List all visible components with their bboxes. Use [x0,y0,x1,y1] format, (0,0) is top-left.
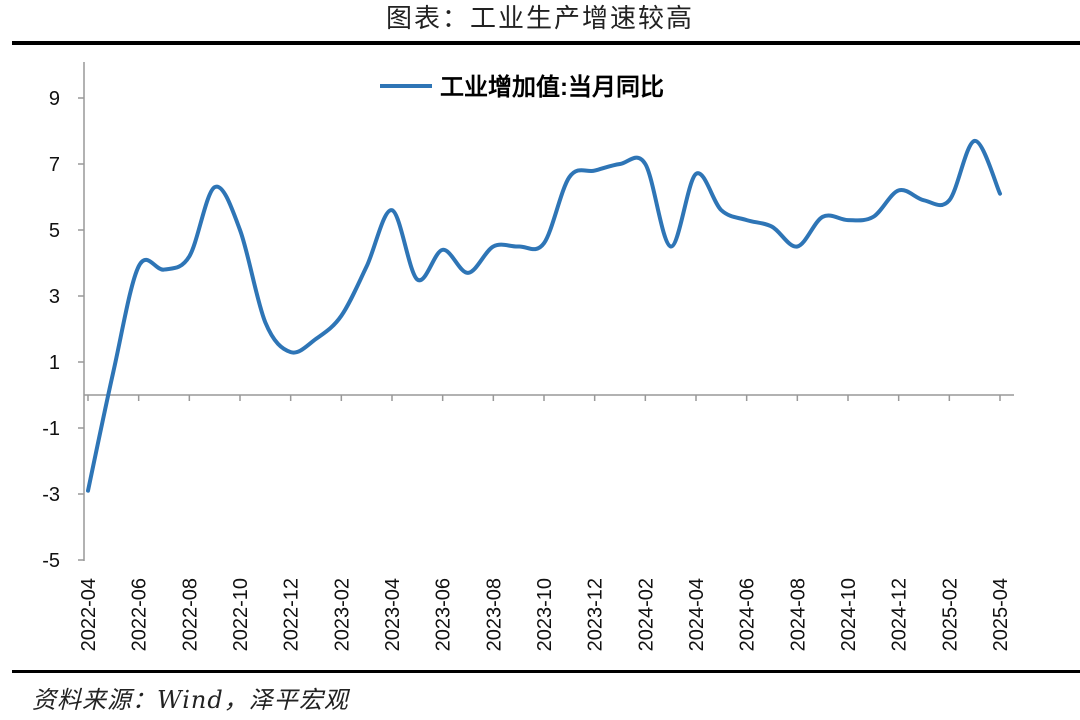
y-axis-ticks: 9 7 5 3 1 -1 -3 -5 [42,88,84,572]
x-tick-label: 2024-08 [787,578,809,651]
x-tick-label: 2024-12 [889,578,911,651]
y-tick-label: -3 [42,484,60,506]
x-tick-label: 2023-04 [382,578,404,651]
series-line-industrial-value-added [86,138,1002,493]
top-rule [12,41,1080,45]
bottom-rule [12,670,1080,673]
legend-label: 工业增加值:当月同比 [440,73,664,101]
x-tick-label: 2024-02 [635,578,657,651]
y-tick-label: 1 [49,352,60,374]
x-tick-label: 2025-02 [939,578,961,651]
y-tick-label: 7 [49,154,60,176]
x-tick-label: 2022-08 [179,578,201,651]
x-tick-label: 2022-12 [281,578,303,651]
x-tick-label: 2022-10 [230,578,252,651]
x-tick-label: 2023-10 [534,578,556,651]
x-tick-label: 2023-02 [331,578,353,651]
source-note: 资料来源：Wind，泽平宏观 [32,686,349,714]
x-tick-label: 2023-08 [483,578,505,651]
x-tick-label: 2024-06 [737,578,759,651]
x-tick-label: 2022-04 [78,578,100,651]
figure-title: 图表：工业生产增速较高 [385,4,694,34]
y-tick-label: 5 [49,220,60,242]
axes [83,62,1014,561]
y-tick-label: 3 [49,286,60,308]
x-tick-label: 2023-06 [433,578,455,651]
y-tick-label: -1 [42,418,60,440]
x-tick-label: 2024-04 [686,578,708,651]
x-tick-label: 2024-10 [838,578,860,651]
y-tick-label: -5 [42,550,60,572]
legend: 工业增加值:当月同比 [380,73,664,101]
x-tick-label: 2023-12 [585,578,607,651]
x-tick-label: 2022-06 [129,578,151,651]
x-tick-label: 2025-04 [990,578,1012,651]
y-tick-label: 9 [49,88,60,110]
x-axis-ticks: 2022-04 2022-06 2022-08 2022-10 2022-12 2023-… [78,395,1012,651]
